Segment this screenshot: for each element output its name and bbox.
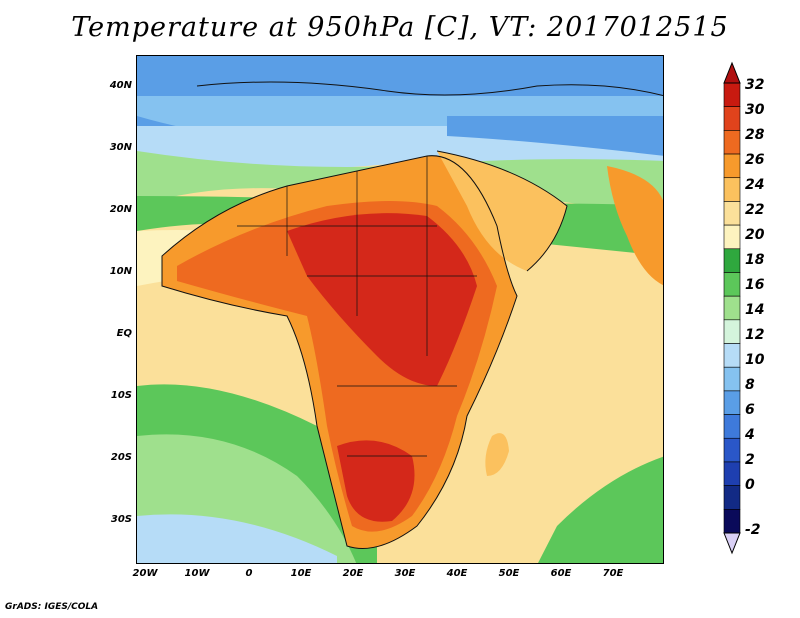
arabia-coastline [436, 150, 568, 272]
country-borders [237, 156, 477, 457]
lon-label-10w: 10W [184, 568, 210, 579]
lon-label-60e: 60E [550, 568, 572, 579]
colorbar-box [723, 224, 741, 250]
colorbar-label-14: 14 [745, 302, 765, 318]
colorbar-label-26: 26 [745, 152, 765, 168]
colorbar-label-6: 6 [745, 402, 755, 418]
colorbar-label-16: 16 [745, 277, 765, 293]
lon-label-10e: 10E [290, 568, 312, 579]
colorbar-box [723, 177, 741, 202]
colorbar-label-28: 28 [745, 127, 765, 143]
colorbar-label-8: 8 [745, 377, 755, 393]
lon-label-20w: 20W [132, 568, 158, 579]
colorbar-box [723, 343, 741, 368]
colorbar-label-18: 18 [745, 252, 765, 268]
colorbar-box [723, 485, 741, 510]
colorbar-label-22: 22 [745, 202, 765, 218]
colorbar-boxes [723, 82, 741, 534]
lon-label-30e: 30E [394, 568, 416, 579]
colorbar-label-12: 12 [745, 327, 765, 343]
colorbar-label-32: 32 [745, 77, 765, 93]
map-frame [136, 55, 664, 564]
arabia [437, 151, 567, 271]
colorbar-label-2: 2 [745, 452, 755, 468]
lat-label-10s: 10S [110, 390, 132, 401]
lat-label-40n: 40N [109, 80, 132, 91]
colorbar-label-20: 20 [745, 227, 765, 243]
footer-credit: GrADS: IGES/COLA [5, 602, 99, 612]
colorbar-box [723, 153, 741, 179]
arabia-cool [447, 116, 663, 156]
colorbar-box [723, 106, 741, 131]
temperature-map [137, 56, 663, 563]
colorbar-box [723, 437, 741, 463]
colorbar-bottom-arrow [723, 532, 741, 555]
india [607, 166, 663, 285]
colorbar-label-0: 0 [745, 477, 755, 493]
lon-label-20e: 20E [342, 568, 364, 579]
colorbar-box [723, 248, 741, 273]
lon-label-0: 0 [245, 568, 253, 579]
colorbar-label-4: 4 [745, 427, 755, 443]
colorbar-label-24: 24 [745, 177, 765, 193]
colorbar-box [723, 414, 741, 439]
colorbar-box [723, 509, 741, 534]
europe-coastline [196, 81, 663, 97]
colorbar-box [723, 390, 741, 415]
lat-label-30n: 30N [109, 142, 132, 153]
africa-coastline [161, 155, 518, 549]
colorbar-box [723, 319, 741, 344]
indian-ocean-green [538, 456, 663, 563]
colorbar-label-30: 30 [745, 102, 765, 118]
lon-label-50e: 50E [498, 568, 520, 579]
lat-label-10n: 10N [109, 266, 132, 277]
lat-label-20n: 20N [109, 204, 132, 215]
colorbar-box [723, 295, 741, 321]
colorbar-box [723, 366, 741, 392]
colorbar-box [723, 130, 741, 155]
colorbar-label-10: 10 [745, 352, 765, 368]
lat-label-20s: 20S [110, 452, 132, 463]
colorbar-box [723, 201, 741, 226]
southern-cool [137, 514, 337, 563]
lon-label-70e: 70E [602, 568, 624, 579]
colorbar-top-arrow [723, 61, 741, 84]
lon-label-40e: 40E [446, 568, 468, 579]
colorbar-box [723, 82, 741, 107]
madagascar [485, 433, 509, 476]
colorbar-box [723, 272, 741, 297]
southern-africa-core [337, 440, 415, 522]
colorbar-box [723, 461, 741, 486]
chart-title: Temperature at 950hPa [C], VT: 201701251… [71, 12, 729, 43]
lat-label-eq: EQ [116, 328, 132, 339]
africa-core [287, 213, 477, 386]
colorbar-label-neg2: -2 [745, 522, 761, 538]
lat-label-30s: 30S [110, 514, 132, 525]
